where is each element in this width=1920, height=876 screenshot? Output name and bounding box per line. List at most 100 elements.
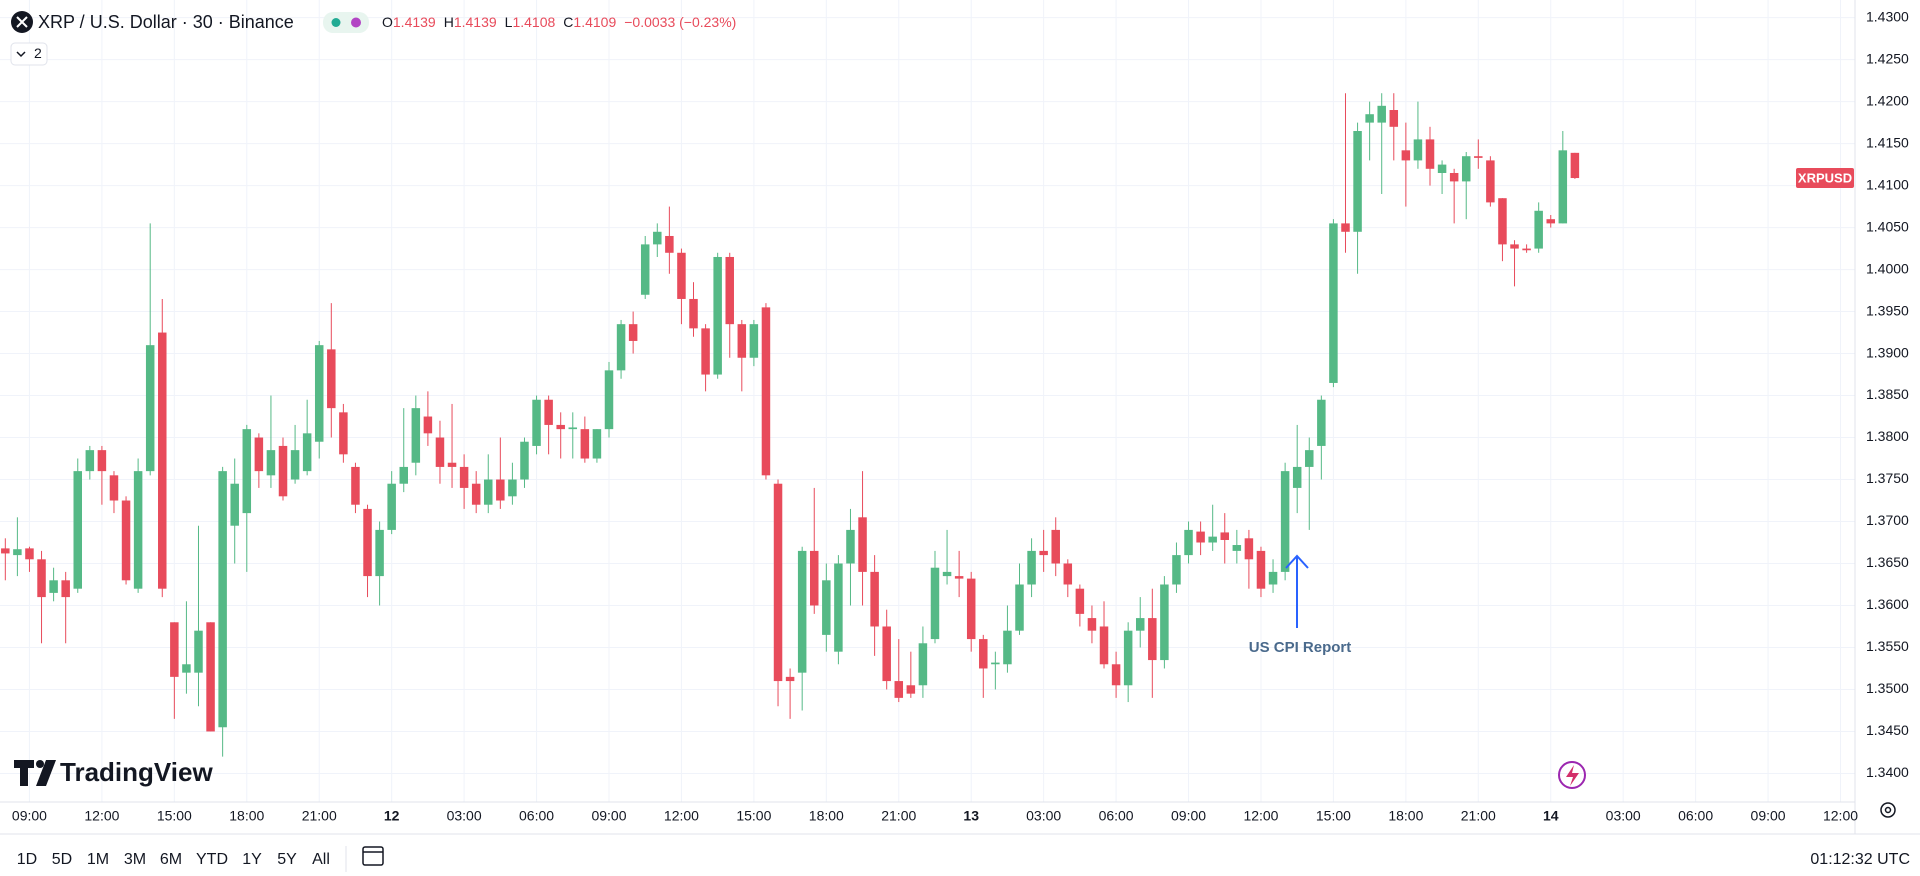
candle-body — [822, 580, 831, 635]
candle-body — [713, 256, 722, 375]
candle-body — [423, 416, 433, 434]
candle-body — [1, 548, 10, 554]
candle-body — [387, 483, 396, 530]
indicators-toggle[interactable] — [10, 42, 48, 66]
candle-body — [580, 429, 590, 459]
candle-body — [375, 529, 384, 577]
candle-body — [73, 471, 83, 589]
y-tick-label: 1.3900 — [1866, 344, 1909, 360]
candle-body — [411, 408, 421, 463]
candle-body — [1474, 156, 1483, 158]
last-price-badge — [1796, 168, 1854, 189]
candle-body — [1063, 563, 1073, 585]
candle-body — [508, 479, 517, 497]
candle-body — [1522, 248, 1531, 251]
range-button[interactable]: 5D — [52, 851, 72, 868]
candle-body — [930, 567, 940, 640]
candle-body — [290, 450, 300, 480]
candle-body — [834, 563, 843, 652]
x-tick-label: 13 — [963, 808, 979, 824]
y-tick-label: 1.3750 — [1866, 470, 1909, 486]
candle-body — [1534, 210, 1543, 249]
candle-body — [809, 550, 819, 606]
x-tick-label: 12:00 — [1243, 808, 1278, 824]
range-button[interactable]: 5Y — [277, 851, 297, 868]
candle-body — [1365, 114, 1374, 123]
candle-body — [145, 345, 155, 472]
candle-body — [1449, 172, 1459, 182]
candle-body — [399, 466, 408, 484]
symbol-icon-glyph — [16, 16, 28, 28]
candle-body — [121, 500, 131, 581]
candle-body — [1172, 555, 1181, 585]
candle-body — [1341, 223, 1350, 232]
indicator-count: 2 — [34, 45, 42, 61]
brand-logo[interactable]: TradingView — [60, 757, 213, 787]
candle-body — [592, 429, 602, 459]
ai-icon[interactable] — [1558, 761, 1586, 789]
range-button[interactable]: 6M — [160, 851, 182, 868]
candle-body — [1510, 244, 1519, 249]
candles — [1, 93, 1580, 757]
range-button[interactable]: 3M — [124, 851, 146, 868]
logo-mark — [14, 760, 34, 786]
market-status — [331, 18, 341, 27]
candle-body — [447, 462, 457, 467]
x-tick-label: 12:00 — [84, 808, 119, 824]
x-tick-label: 03:00 — [1606, 808, 1641, 824]
range-button[interactable]: YTD — [196, 851, 228, 868]
y-tick-label: 1.3650 — [1866, 554, 1909, 570]
candle-body — [520, 441, 529, 480]
clock[interactable]: 01:12:32 UTC — [1810, 851, 1910, 868]
status-pill[interactable] — [323, 12, 369, 33]
x-tick-label: 18:00 — [1388, 808, 1423, 824]
x-tick-label: 15:00 — [157, 808, 192, 824]
candle-body — [665, 235, 674, 253]
ohlc-value: 1.4139 — [393, 14, 436, 30]
candle-body — [1498, 198, 1507, 245]
candle-body — [1486, 160, 1495, 203]
candle-body — [351, 466, 360, 505]
symbol-title[interactable]: XRP / U.S. Dollar · 30 · Binance — [38, 12, 294, 32]
candle-body — [1546, 219, 1555, 224]
candle-body — [435, 437, 445, 467]
candle-body — [1377, 105, 1386, 123]
y-tick-label: 1.4300 — [1866, 8, 1909, 24]
candle-body — [785, 676, 795, 682]
candle-body — [1015, 584, 1024, 631]
candle-body — [1401, 150, 1411, 161]
x-tick-label: 18:00 — [229, 808, 264, 824]
x-tick-label: 09:00 — [1171, 808, 1206, 824]
candle-body — [725, 256, 734, 325]
range-button[interactable]: 1M — [87, 851, 109, 868]
calendar-icon[interactable] — [362, 846, 384, 866]
candle-body — [1389, 110, 1399, 127]
range-button[interactable]: 1Y — [242, 851, 262, 868]
candle-body — [1184, 529, 1193, 556]
candle-body — [556, 424, 565, 430]
candle-body — [737, 324, 747, 358]
ohlc-key: O — [382, 14, 393, 30]
logo-mark-dot — [36, 760, 44, 768]
candle-body — [544, 399, 553, 425]
settings-icon[interactable] — [1880, 802, 1896, 818]
candle-body — [327, 349, 336, 409]
candle-body — [797, 550, 807, 673]
x-tick-label: 09:00 — [12, 808, 47, 824]
y-tick-label: 1.4200 — [1866, 92, 1909, 108]
candle-body — [1437, 164, 1447, 173]
y-tick-label: 1.3550 — [1866, 638, 1909, 654]
x-tick-label: 15:00 — [1316, 808, 1351, 824]
candle-body — [568, 427, 578, 430]
range-button[interactable]: All — [312, 851, 330, 868]
range-button[interactable]: 1D — [17, 851, 37, 868]
x-tick-label: 12 — [384, 808, 400, 824]
candle-body — [459, 466, 469, 488]
y-tick-label: 1.3400 — [1866, 764, 1909, 780]
y-tick-label: 1.3500 — [1866, 680, 1909, 696]
candle-body — [484, 479, 493, 505]
y-tick-label: 1.3450 — [1866, 722, 1909, 738]
candle-body — [1570, 152, 1580, 179]
candle-body — [1292, 466, 1302, 488]
candle-body — [1232, 545, 1242, 551]
